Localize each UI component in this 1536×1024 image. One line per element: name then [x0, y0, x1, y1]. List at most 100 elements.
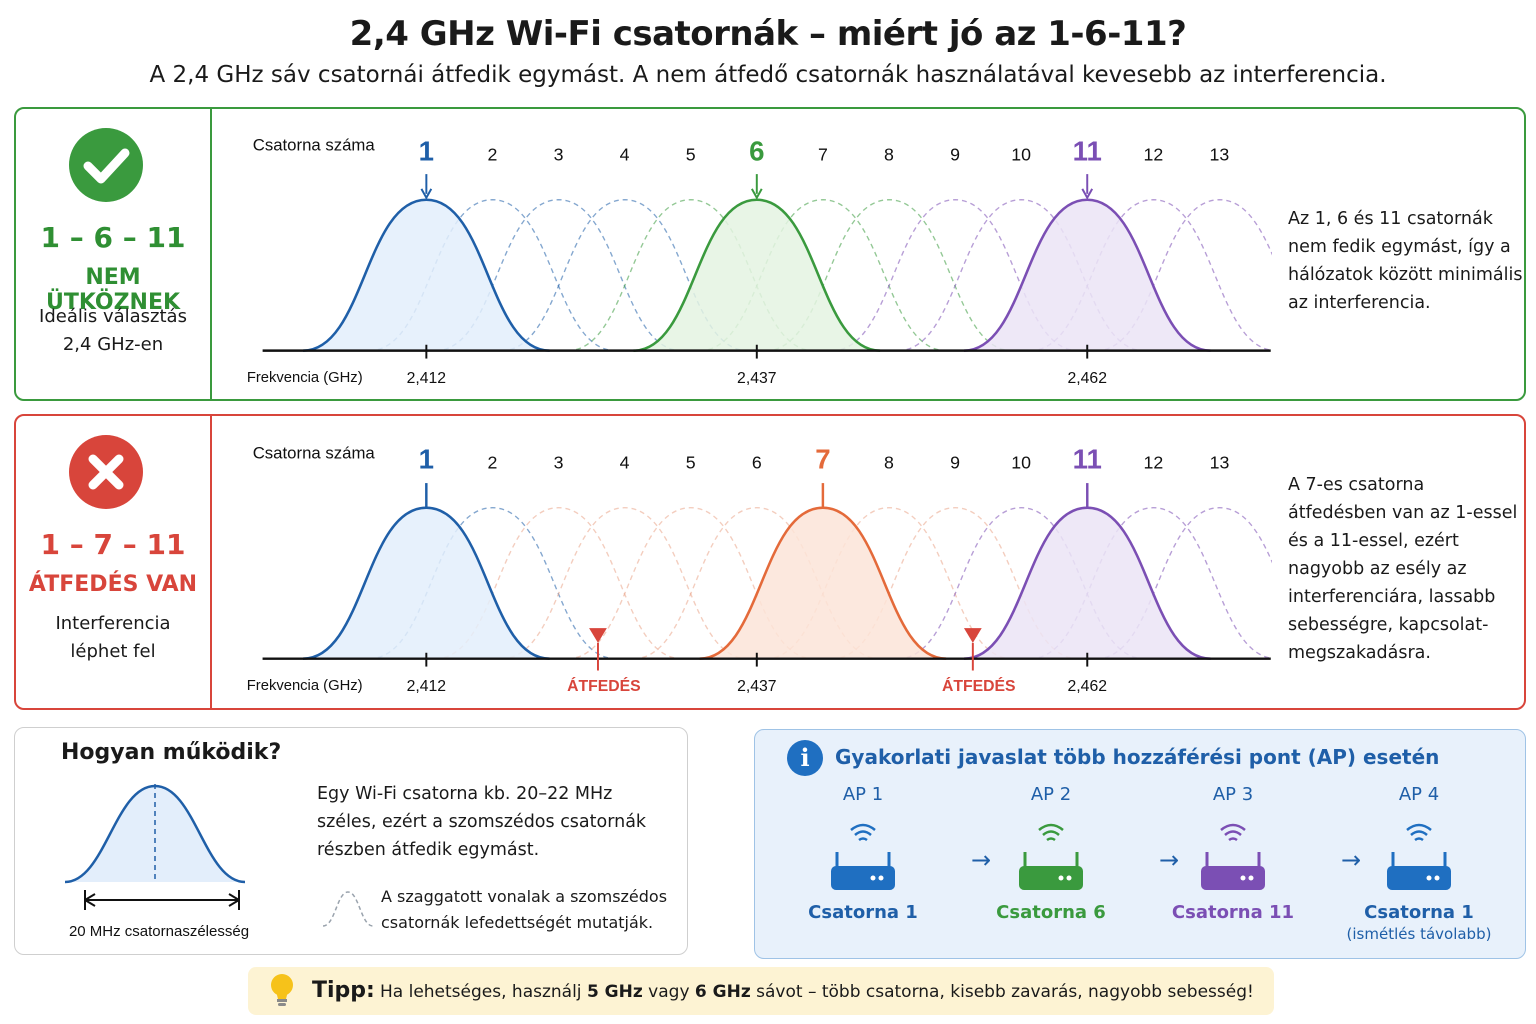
- channel-number: 2: [488, 144, 498, 164]
- channel-curve-highlighted: [633, 174, 881, 352]
- channel-curve-dashed: [831, 199, 1079, 352]
- frequency-tick-label: 2,437: [737, 370, 776, 387]
- page-subtitle: A 2,4 GHz sáv csatornái átfedik egymást.…: [149, 62, 1387, 88]
- channel-curve-highlighted: [963, 483, 1211, 660]
- lightbulb-icon: [271, 974, 293, 1006]
- channel-number: 1: [419, 443, 434, 474]
- panel-note: A 7-es csatorna átfedésben van az 1-esse…: [1288, 475, 1518, 663]
- channel-spectrum-chart: 1 2 3 4 5 6 7 8 9 10 11 12 13 Csatorna száma Frekvenci…: [212, 109, 1272, 399]
- router-icon: [1387, 823, 1451, 890]
- verdict-label: ÁTFEDÉS VAN: [28, 572, 198, 597]
- router-icon: [1201, 823, 1265, 890]
- channel-number: 4: [620, 452, 630, 472]
- frequency-tick-label: 2,412: [407, 678, 446, 695]
- channel-axis-label: Csatorna száma: [253, 443, 376, 462]
- width-label: 20 MHz csatornaszélesség: [69, 923, 249, 940]
- channel-curve-dashed: [1030, 507, 1272, 660]
- channel-number: 1: [419, 135, 434, 166]
- page-title: 2,4 GHz Wi-Fi csatornák – miért jó az 1-…: [349, 14, 1187, 54]
- channel-curve-highlighted: [303, 174, 550, 352]
- channel-curve-dashed: [1096, 199, 1272, 352]
- verdict-description: Ideális választás 2,4 GHz-en: [39, 306, 187, 355]
- overlap-marker: ÁTFEDÉS: [942, 628, 1016, 695]
- how-heading: Hogyan működik?: [61, 740, 282, 765]
- router-icon: [1019, 823, 1083, 890]
- channel-curve-dashed: [699, 199, 947, 352]
- tip-message: Ha lehetséges, használj 5 GHz vagy 6 GHz…: [380, 982, 1254, 1002]
- channel-number: 7: [818, 144, 828, 164]
- channel-curve-dashed: [501, 507, 748, 660]
- channel-number: 12: [1143, 144, 1163, 164]
- channel-curve-dashed: [435, 199, 682, 352]
- channel-number: 12: [1143, 452, 1163, 472]
- overlap-marker: ÁTFEDÉS: [567, 628, 641, 695]
- channel-curve-dashed: [567, 507, 815, 660]
- channel-number: 10: [1011, 452, 1031, 472]
- channel-curve-dashed: [831, 507, 1079, 660]
- router-icon: [831, 823, 895, 890]
- channel-width-diagram: 20 MHz csatornaszélesség: [64, 784, 249, 940]
- channel-combo: 1 – 6 – 11: [40, 221, 186, 254]
- how-text: Egy Wi-Fi csatorna kb. 20–22 MHz széles,…: [317, 784, 647, 860]
- channel-curve-dashed: [435, 507, 682, 660]
- channel-curve-dashed: [501, 199, 748, 352]
- info-icon: i: [787, 740, 823, 776]
- access-point: AP 2 Csatorna 6: [971, 784, 1131, 925]
- channel-number: 3: [554, 452, 564, 472]
- channel-number: 2: [487, 452, 497, 472]
- channel-number: 6: [752, 452, 762, 472]
- channel-curve-dashed: [369, 507, 616, 660]
- channel-number: 10: [1011, 144, 1031, 164]
- tip-bar: Tipp: Ha lehetséges, használj 5 GHz vagy…: [248, 967, 1274, 1015]
- channel-curve-dashed: [369, 199, 616, 352]
- overlap-label: ÁTFEDÉS: [567, 676, 641, 695]
- arrow-right-icon: →: [971, 846, 992, 874]
- frequency-axis-label: Frekvencia (GHz): [247, 370, 363, 386]
- channel-number: 3: [554, 144, 564, 164]
- ap-name: AP 1: [842, 784, 884, 805]
- ap-channel: Csatorna 11: [1171, 902, 1295, 923]
- channel-curve-highlighted: [963, 174, 1211, 352]
- ap-name: AP 3: [1212, 784, 1254, 805]
- channel-number: 11: [1073, 443, 1102, 474]
- channel-number: 9: [950, 452, 960, 472]
- channel-axis-label: Csatorna száma: [253, 135, 376, 154]
- channel-curve-highlighted: [699, 483, 947, 660]
- channel-combo: 1 – 7 – 11: [40, 528, 186, 561]
- channel-number: 8: [884, 452, 894, 472]
- channel-number: 11: [1073, 135, 1102, 166]
- how-it-works-box: Hogyan működik? 20 MHz csatornaszélesség…: [14, 727, 688, 955]
- frequency-tick-label: 2,437: [737, 678, 776, 695]
- channel-curve-dashed: [1030, 199, 1272, 352]
- ap-channel: Csatorna 1: [808, 902, 918, 923]
- tip-label: Tipp:: [312, 978, 375, 1003]
- access-point: AP 1 Csatorna 1: [783, 784, 943, 925]
- channel-number: 4: [620, 144, 630, 164]
- access-point: AP 4 Csatorna 1 (ismétlés távolabb): [1339, 784, 1499, 943]
- channel-curve-dashed: [567, 199, 815, 352]
- channel-curve-dashed: [633, 507, 881, 660]
- panel-summary: 1 – 7 – 11 ÁTFEDÉS VAN Interferencia lép…: [16, 416, 210, 708]
- dashed-curve-icon: [322, 891, 374, 927]
- panel-overlapping: 1 – 7 – 11 ÁTFEDÉS VAN Interferencia lép…: [14, 414, 1526, 710]
- frequency-tick-label: 2,412: [407, 370, 446, 387]
- channel-curve-dashed: [897, 507, 1145, 660]
- panel-non-overlapping: 1 – 6 – 11 NEM ÜTKÖZNEK Ideális választá…: [14, 107, 1526, 401]
- channel-curve-dashed: [897, 199, 1145, 352]
- channel-number: 5: [686, 452, 696, 472]
- channel-curve-dashed: [765, 507, 1013, 660]
- channel-spectrum-chart: 1 2 3 4 5 6 7 8 9 10 11 12 13 Csatorna száma Frekvenci…: [212, 416, 1272, 708]
- verdict-description: Interferencia léphet fel: [55, 613, 171, 662]
- frequency-axis-label: Frekvencia (GHz): [247, 678, 363, 694]
- ap-name: AP 4: [1398, 784, 1440, 805]
- channel-number: 6: [749, 135, 764, 166]
- channel-number: 5: [686, 144, 696, 164]
- channel-curve-dashed: [765, 199, 1013, 352]
- verdict-label: NEM ÜTKÖZNEK: [45, 265, 181, 315]
- channel-number: 13: [1210, 452, 1230, 472]
- ap-channel: Csatorna 1: [1364, 902, 1474, 923]
- arrow-right-icon: →: [1159, 846, 1180, 874]
- frequency-tick-label: 2,462: [1068, 370, 1107, 387]
- ap-heading: Gyakorlati javaslat több hozzáférési pon…: [835, 745, 1440, 769]
- access-point: AP 3 Csatorna 11: [1153, 784, 1313, 925]
